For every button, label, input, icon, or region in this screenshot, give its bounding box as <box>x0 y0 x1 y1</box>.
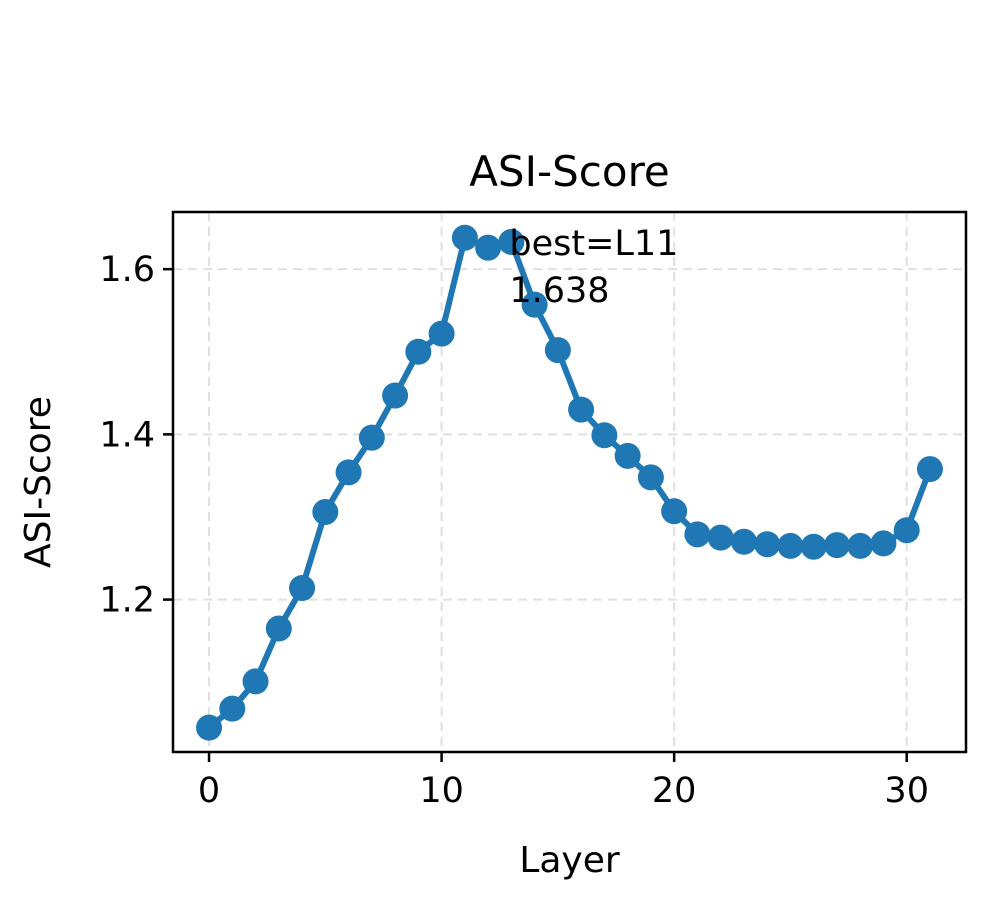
data-point <box>730 528 757 555</box>
data-point <box>870 530 897 557</box>
data-point <box>893 517 920 544</box>
data-point <box>661 498 688 525</box>
data-point <box>382 382 409 409</box>
data-point <box>265 615 292 642</box>
data-point <box>335 459 362 486</box>
data-point <box>219 695 246 722</box>
x-tick-label: 10 <box>419 771 464 811</box>
data-point <box>358 424 385 451</box>
data-point <box>196 714 223 741</box>
data-point <box>312 499 339 526</box>
data-point <box>475 234 502 261</box>
y-tick-label: 1.4 <box>99 415 155 455</box>
data-point <box>614 442 641 469</box>
best-annotation-line-1: best=L11 <box>509 224 678 264</box>
y-tick-label: 1.2 <box>99 581 155 621</box>
data-point <box>568 396 595 423</box>
x-tick-label: 0 <box>198 771 220 811</box>
data-point <box>405 338 432 365</box>
chart-title: ASI-Score <box>469 147 670 196</box>
x-tick-label: 30 <box>884 771 929 811</box>
series-line <box>207 234 933 730</box>
data-point <box>916 456 943 483</box>
x-tick-label: 20 <box>652 771 697 811</box>
data-point <box>637 464 664 491</box>
y-tick-label: 1.6 <box>99 250 155 290</box>
data-point <box>498 228 525 255</box>
data-point <box>847 532 874 559</box>
data-points <box>196 224 943 741</box>
data-point <box>242 668 269 695</box>
data-point <box>707 524 734 551</box>
y-axis-label: ASI-Score <box>18 396 59 568</box>
data-point <box>684 521 711 548</box>
best-annotation-line-2: 1.638 <box>509 271 609 311</box>
data-point <box>289 575 316 602</box>
data-point <box>521 291 548 318</box>
axis-ticks: 0 10 20 30 1.2 1.4 1.6 <box>99 250 929 811</box>
data-point <box>777 532 804 559</box>
data-point <box>800 533 827 560</box>
data-point <box>428 320 455 347</box>
data-point <box>451 224 478 251</box>
grid-lines <box>173 212 966 752</box>
data-point <box>823 532 850 559</box>
data-point <box>754 531 781 558</box>
data-point <box>591 422 618 449</box>
data-point <box>544 337 571 364</box>
series-line-layer <box>207 234 933 730</box>
x-axis-label: Layer <box>519 840 620 881</box>
plot-frame <box>171 210 968 754</box>
